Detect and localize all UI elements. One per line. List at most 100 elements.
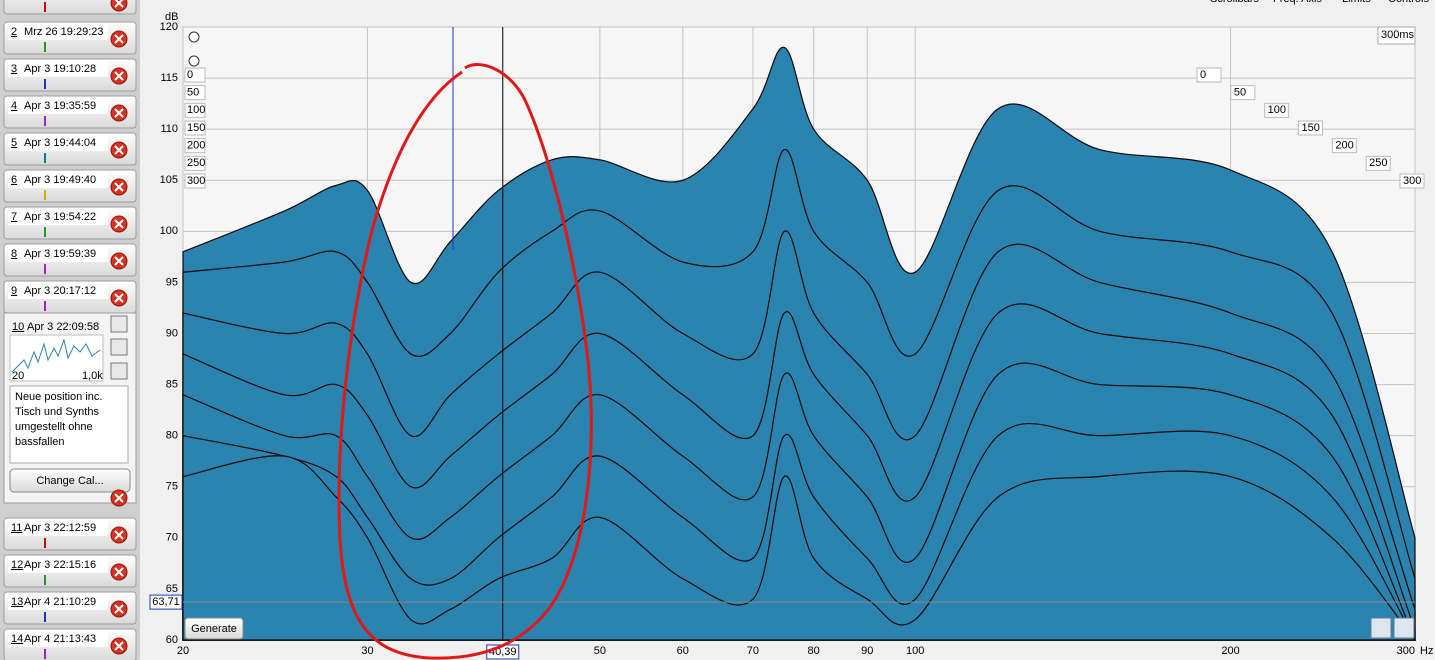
time-tick-label: 300 — [187, 175, 205, 187]
change-cal-button[interactable] — [9, 468, 131, 493]
measurement-number: 4 — [11, 100, 17, 112]
y-tick-label: 95 — [166, 276, 178, 288]
zoom-button[interactable] — [188, 31, 200, 43]
remove-button[interactable] — [110, 0, 128, 12]
annotation-circle — [337, 63, 593, 660]
toolbar-tab[interactable]: Freq. Axis — [1273, 0, 1322, 5]
time-tick-box — [1331, 138, 1357, 154]
remove-icon — [114, 530, 124, 540]
cursor-y-box — [149, 594, 183, 610]
time-tick-box — [1298, 120, 1323, 136]
time-tick-label: 50 — [1234, 87, 1246, 99]
time-tick-box — [1264, 102, 1290, 118]
toolbar-tab[interactable]: Controls — [1388, 0, 1429, 5]
y-tick-label: 65 — [166, 583, 178, 595]
generate-button[interactable] — [184, 617, 244, 640]
y-tick-label: 70 — [166, 532, 178, 544]
toolbar-tab[interactable]: Scrollbars — [1210, 0, 1259, 5]
time-tick-label: 100 — [187, 104, 205, 116]
y-tick-label: 105 — [160, 174, 178, 186]
y-tick-label: 90 — [166, 327, 178, 339]
y-tick-label: 120 — [160, 21, 178, 33]
x-tick-label: 90 — [861, 645, 873, 657]
note-line: bassfallen — [15, 436, 65, 448]
thumbnail-trace — [11, 338, 101, 373]
time-tick-box — [1365, 155, 1391, 171]
x-tick-label: 300 — [1397, 645, 1415, 657]
remove-icon — [114, 493, 124, 503]
measurement-spike — [44, 79, 46, 89]
measurement-number: 6 — [11, 174, 17, 186]
measurement-spike — [44, 301, 46, 311]
measurement-date: Mrz 26 19:29:23 — [24, 26, 104, 38]
waterfall-slice — [182, 455, 1417, 641]
measurement-number: 13 — [11, 596, 23, 608]
remove-icon — [114, 293, 124, 303]
zoom-button[interactable] — [1370, 617, 1392, 639]
time-tick-label: 200 — [1335, 140, 1353, 152]
measurement-date: Apr 3 19:54:22 — [24, 211, 96, 223]
tool-icon[interactable] — [110, 315, 128, 333]
zoom-button[interactable] — [188, 55, 200, 67]
time-tick-label: 250 — [1369, 157, 1387, 169]
time-tick-box — [1399, 173, 1425, 189]
note-line: Tisch und Synths — [15, 406, 99, 418]
measurement-date: Apr 3 19:10:28 — [24, 63, 96, 75]
x-unit-label: Hz — [1420, 645, 1433, 657]
time-tick-label: 0 — [1200, 69, 1206, 81]
y-axis-label: dB — [165, 11, 178, 23]
toolbar-tab[interactable]: Limits — [1342, 0, 1371, 5]
time-tick-label: 100 — [1268, 104, 1286, 116]
tool-icon[interactable] — [110, 362, 128, 380]
time-tick-label: 200 — [187, 140, 205, 152]
generate-label[interactable]: Generate — [191, 623, 237, 635]
remove-icon — [114, 567, 124, 577]
measurement-date: Apr 4 21:10:29 — [24, 596, 96, 608]
measurement-number: 8 — [11, 248, 17, 260]
y-tick-label: 115 — [160, 72, 178, 84]
measurement-label-box — [8, 135, 108, 151]
waterfall — [182, 46, 1417, 641]
measurement-spike — [44, 649, 46, 659]
y-tick-label: 110 — [160, 123, 178, 135]
measurement-spike — [44, 264, 46, 274]
measurement-spike — [44, 2, 46, 12]
note-box — [9, 385, 129, 464]
remove-icon — [114, 219, 124, 229]
time-tick-box — [1196, 67, 1222, 83]
measurement-number: 7 — [11, 211, 17, 223]
measurement-spike — [44, 612, 46, 622]
time-tick-box — [1230, 85, 1256, 101]
measurement-spike — [44, 42, 46, 52]
thumbnail — [9, 334, 104, 382]
remove-icon — [114, 34, 124, 44]
y-tick-label: 100 — [160, 225, 178, 237]
cursor-y-label: 63,71 — [152, 596, 180, 608]
tool-icon[interactable] — [110, 338, 128, 356]
measurement-date: Apr 4 21:13:43 — [24, 633, 96, 645]
measurement-date: Apr 3 22:15:16 — [24, 559, 96, 571]
x-tick-label: 200 — [1221, 645, 1239, 657]
time-tick-box — [184, 102, 206, 118]
note-line: Neue position inc. — [15, 391, 102, 403]
time-span-box — [1377, 26, 1416, 45]
time-tick-label: 250 — [187, 157, 205, 169]
measurement-label-box — [8, 557, 108, 573]
measurement-date: Apr 3 22:12:59 — [24, 522, 96, 534]
measurement-spike — [44, 227, 46, 237]
time-tick-label: 0 — [187, 69, 193, 81]
change-cal-label[interactable]: Change Cal... — [36, 475, 103, 487]
measurement-label-box — [8, 172, 108, 188]
measurement-number: 11 — [11, 522, 22, 534]
time-tick-box — [184, 173, 206, 189]
waterfall-plot: 60 65 70 75 80 85 90 95 100 105 110 115 120 20 30 50 60 7… — [149, 21, 1425, 660]
measurement-label-box — [8, 98, 108, 114]
remove-icon — [114, 182, 124, 192]
time-tick-label: 150 — [187, 122, 205, 134]
x-tick-label: 50 — [594, 645, 606, 657]
measurement-spike — [44, 190, 46, 200]
measurement-card[interactable] — [3, 0, 137, 15]
measurement-date: Apr 3 20:17:12 — [24, 285, 96, 297]
zoom-button[interactable] — [1393, 617, 1415, 639]
